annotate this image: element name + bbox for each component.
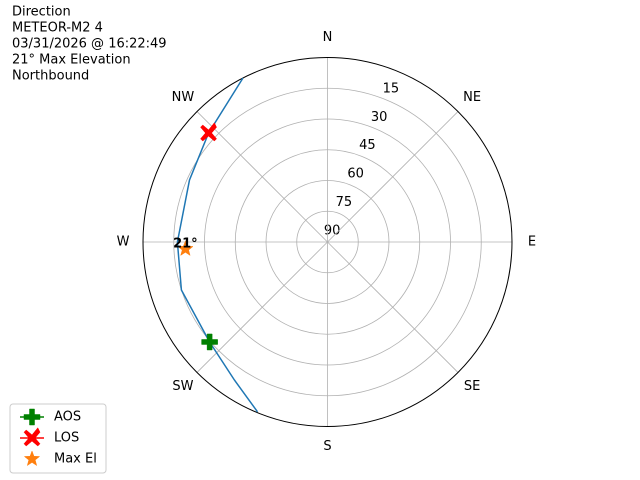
angle-label: SW bbox=[172, 379, 193, 394]
angle-label: NE bbox=[463, 90, 481, 105]
title-line: Northbound bbox=[12, 69, 89, 84]
legend-label: Max El bbox=[54, 452, 97, 467]
grid-spoke bbox=[327, 241, 459, 373]
marker bbox=[200, 122, 217, 142]
r-tick-label: 45 bbox=[359, 138, 376, 153]
legend-label: AOS bbox=[54, 410, 81, 425]
legend-marker bbox=[23, 408, 41, 426]
legend-label: LOS bbox=[54, 431, 79, 446]
angle-label: SE bbox=[464, 379, 480, 394]
marker bbox=[201, 333, 218, 351]
title-line: Direction bbox=[12, 5, 71, 20]
annotation: 21° bbox=[173, 236, 198, 251]
legend-marker bbox=[23, 427, 41, 447]
angle-label: W bbox=[117, 235, 130, 250]
track-line bbox=[176, 77, 259, 413]
grid-spoke bbox=[327, 111, 459, 243]
legend: AOS LOS Max El bbox=[9, 403, 107, 474]
r-tick-label: 15 bbox=[383, 81, 400, 96]
angle-label: NW bbox=[172, 90, 195, 105]
title-line: 21° Max Elevation bbox=[12, 53, 131, 68]
grid-spoke bbox=[196, 111, 328, 243]
title-line: METEOR-M2 4 bbox=[12, 21, 103, 36]
marker bbox=[177, 240, 194, 256]
r-tick-label: 60 bbox=[347, 167, 364, 182]
grid-spoke bbox=[196, 241, 328, 373]
angle-label: N bbox=[323, 30, 333, 45]
angle-label: E bbox=[528, 235, 536, 250]
r-tick-label: 90 bbox=[324, 223, 341, 238]
outer-frame bbox=[142, 57, 513, 427]
r-tick-label: 30 bbox=[371, 110, 388, 125]
legend-marker bbox=[23, 450, 41, 467]
title-line: 03/31/2026 @ 16:22:49 bbox=[12, 37, 167, 52]
angle-label: S bbox=[323, 439, 331, 454]
r-tick-label: 75 bbox=[336, 195, 353, 210]
